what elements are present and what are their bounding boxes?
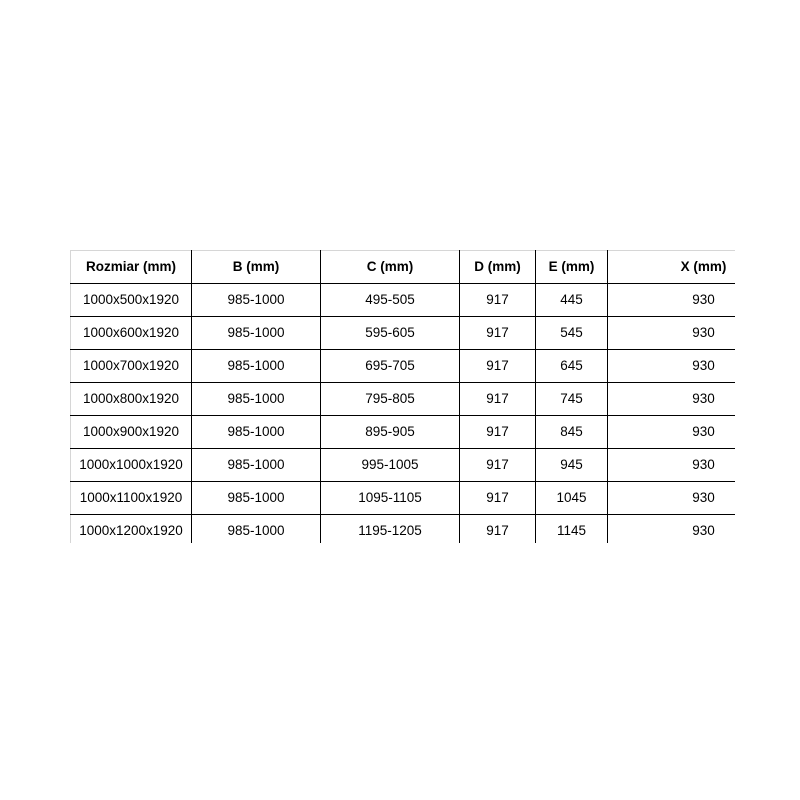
cell-rozmiar: 1000x1000x1920 bbox=[70, 448, 192, 482]
cell-c: 795-805 bbox=[320, 382, 460, 416]
cell-d: 917 bbox=[459, 283, 536, 317]
cell-x: 930 bbox=[607, 514, 735, 543]
cell-e: 745 bbox=[535, 382, 608, 416]
cell-d: 917 bbox=[459, 349, 536, 383]
cell-b: 985-1000 bbox=[191, 316, 321, 350]
table-header: Rozmiar (mm) B (mm) C (mm) D (mm) E (mm)… bbox=[70, 250, 735, 284]
table-row: 1000x1100x1920 985-1000 1095-1105 917 10… bbox=[70, 481, 735, 515]
cell-d: 917 bbox=[459, 448, 536, 482]
cell-d: 917 bbox=[459, 514, 536, 543]
column-header-c: C (mm) bbox=[320, 250, 460, 284]
cell-rozmiar: 1000x600x1920 bbox=[70, 316, 192, 350]
cell-b: 985-1000 bbox=[191, 283, 321, 317]
table-row: 1000x500x1920 985-1000 495-505 917 445 9… bbox=[70, 283, 735, 317]
cell-b: 985-1000 bbox=[191, 448, 321, 482]
cell-e: 445 bbox=[535, 283, 608, 317]
cell-e: 545 bbox=[535, 316, 608, 350]
column-header-rozmiar: Rozmiar (mm) bbox=[70, 250, 192, 284]
table-row: 1000x900x1920 985-1000 895-905 917 845 9… bbox=[70, 415, 735, 449]
cell-c: 1095-1105 bbox=[320, 481, 460, 515]
cell-x: 930 bbox=[607, 481, 735, 515]
cell-e: 845 bbox=[535, 415, 608, 449]
cell-x: 930 bbox=[607, 448, 735, 482]
cell-d: 917 bbox=[459, 382, 536, 416]
cell-d: 917 bbox=[459, 316, 536, 350]
column-header-e: E (mm) bbox=[535, 250, 608, 284]
table-row: 1000x800x1920 985-1000 795-805 917 745 9… bbox=[70, 382, 735, 416]
cell-b: 985-1000 bbox=[191, 349, 321, 383]
table-header-row: Rozmiar (mm) B (mm) C (mm) D (mm) E (mm)… bbox=[70, 250, 735, 284]
cell-x: 930 bbox=[607, 349, 735, 383]
cell-b: 985-1000 bbox=[191, 415, 321, 449]
cell-c: 595-605 bbox=[320, 316, 460, 350]
cell-b: 985-1000 bbox=[191, 382, 321, 416]
cell-rozmiar: 1000x1200x1920 bbox=[70, 514, 192, 543]
table-row: 1000x1000x1920 985-1000 995-1005 917 945… bbox=[70, 448, 735, 482]
specification-table-container: Rozmiar (mm) B (mm) C (mm) D (mm) E (mm)… bbox=[70, 250, 735, 543]
cell-rozmiar: 1000x700x1920 bbox=[70, 349, 192, 383]
table-row: 1000x1200x1920 985-1000 1195-1205 917 11… bbox=[70, 514, 735, 543]
cell-e: 1145 bbox=[535, 514, 608, 543]
cell-rozmiar: 1000x900x1920 bbox=[70, 415, 192, 449]
column-header-d: D (mm) bbox=[459, 250, 536, 284]
cell-rozmiar: 1000x800x1920 bbox=[70, 382, 192, 416]
cell-c: 495-505 bbox=[320, 283, 460, 317]
table-row: 1000x600x1920 985-1000 595-605 917 545 9… bbox=[70, 316, 735, 350]
table-row: 1000x700x1920 985-1000 695-705 917 645 9… bbox=[70, 349, 735, 383]
cell-b: 985-1000 bbox=[191, 481, 321, 515]
column-header-b: B (mm) bbox=[191, 250, 321, 284]
cell-e: 945 bbox=[535, 448, 608, 482]
cell-c: 1195-1205 bbox=[320, 514, 460, 543]
cell-x: 930 bbox=[607, 283, 735, 317]
cell-x: 930 bbox=[607, 382, 735, 416]
cell-x: 930 bbox=[607, 316, 735, 350]
cell-x: 930 bbox=[607, 415, 735, 449]
column-header-x: X (mm) bbox=[607, 250, 735, 284]
cell-c: 695-705 bbox=[320, 349, 460, 383]
cell-d: 917 bbox=[459, 481, 536, 515]
cell-c: 995-1005 bbox=[320, 448, 460, 482]
table-body: 1000x500x1920 985-1000 495-505 917 445 9… bbox=[70, 283, 735, 543]
cell-rozmiar: 1000x1100x1920 bbox=[70, 481, 192, 515]
specification-table: Rozmiar (mm) B (mm) C (mm) D (mm) E (mm)… bbox=[70, 250, 735, 543]
cell-e: 645 bbox=[535, 349, 608, 383]
cell-c: 895-905 bbox=[320, 415, 460, 449]
cell-e: 1045 bbox=[535, 481, 608, 515]
cell-rozmiar: 1000x500x1920 bbox=[70, 283, 192, 317]
cell-d: 917 bbox=[459, 415, 536, 449]
cell-b: 985-1000 bbox=[191, 514, 321, 543]
